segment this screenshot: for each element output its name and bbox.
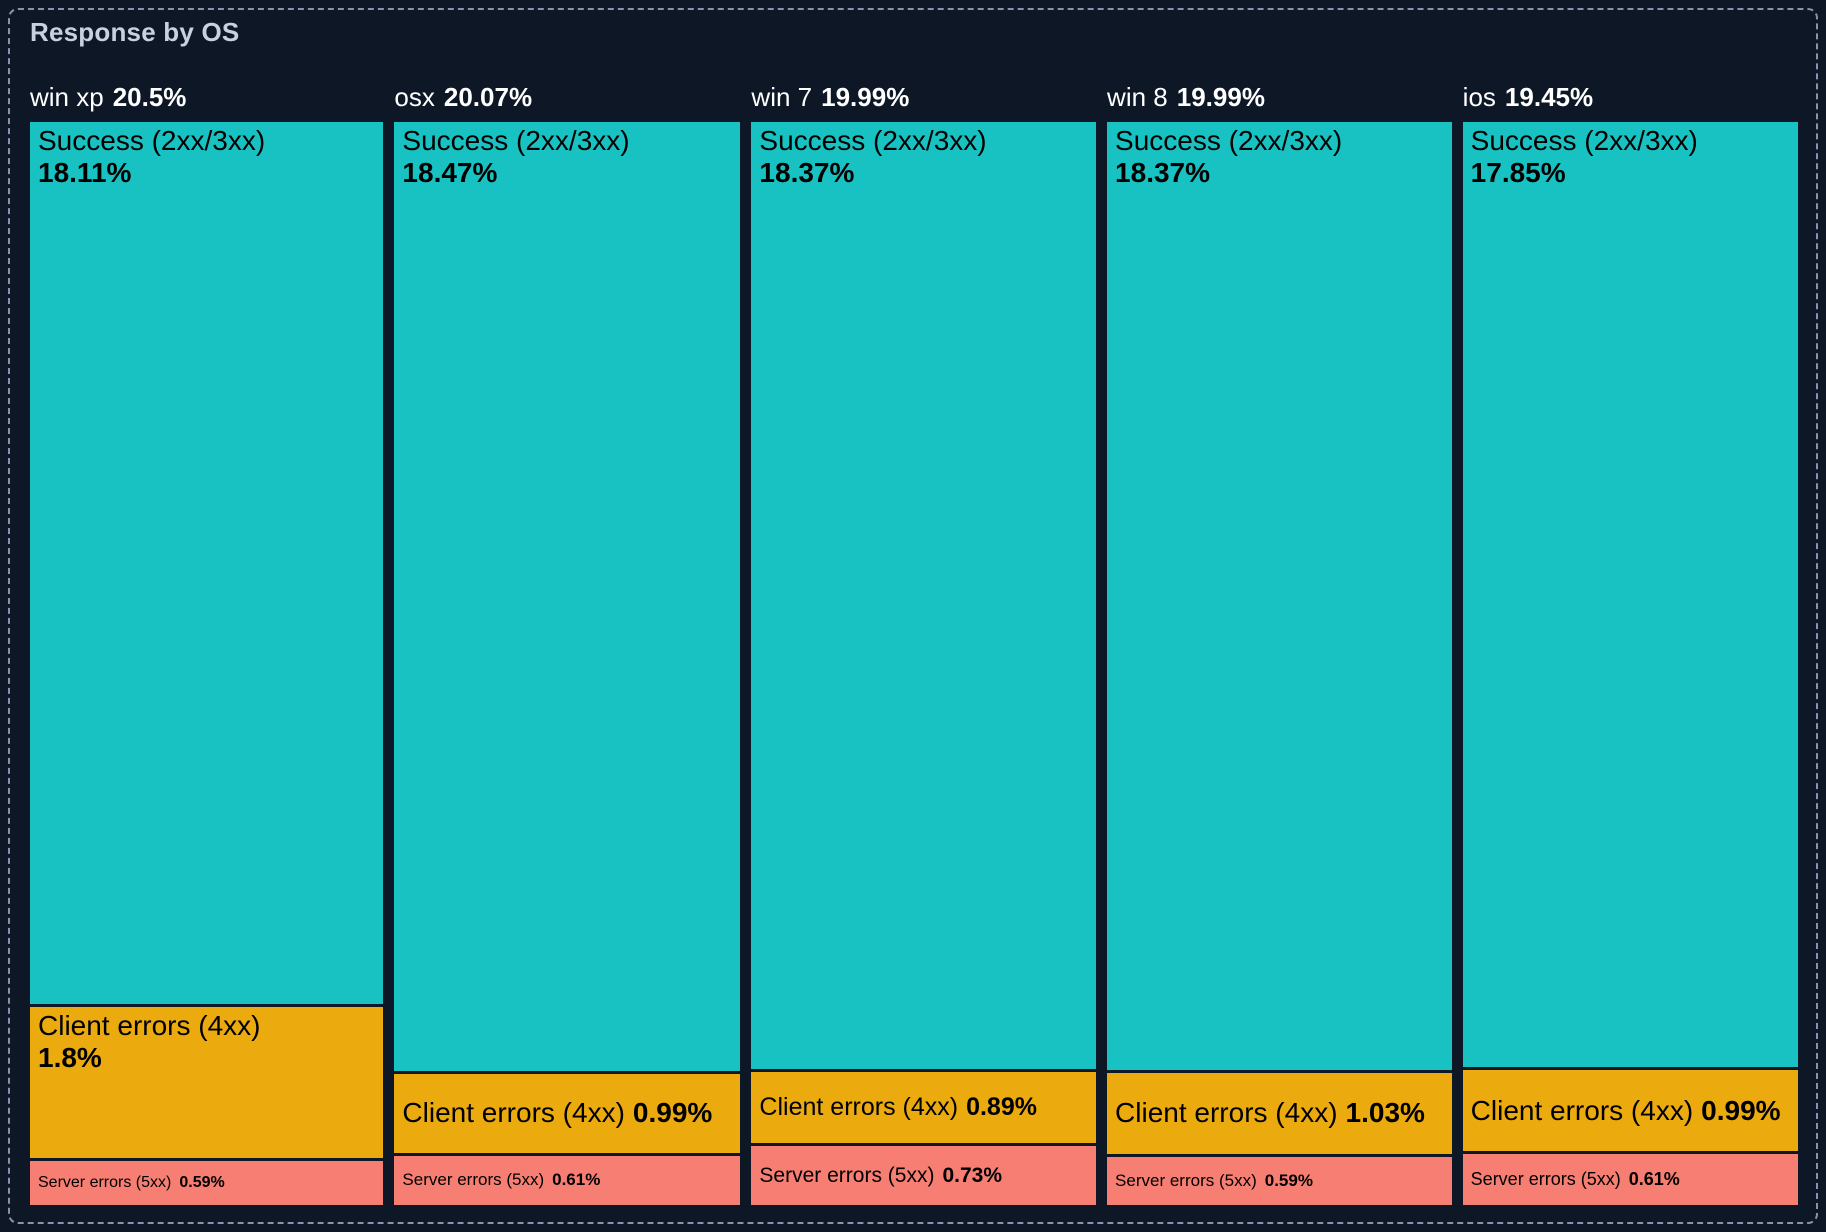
os-name-label: win 7 [751, 82, 813, 112]
segment-value: 18.37% [1115, 156, 1211, 188]
segment-value: 0.73% [942, 1163, 1002, 1187]
segment-success-win-7[interactable]: Success (2xx/3xx) 18.37% [751, 122, 1097, 1069]
panel-title: Response by OS [30, 17, 240, 47]
os-name-label: win 8 [1107, 82, 1168, 112]
segment-label: Client errors (4xx) [1470, 1094, 1694, 1126]
segment-value: 18.11% [38, 156, 132, 188]
treemap-column-win-8: win 8 19.99% Success (2xx/3xx) 18.37% Client… [1107, 64, 1452, 1205]
treemap-chart: win xp 20.5% Success (2xx/3xx) 18.11% Client… [30, 64, 1798, 1206]
segment-client-errors-ios[interactable]: Client errors (4xx) 0.99% [1462, 1070, 1798, 1152]
segment-value: 1.03% [1345, 1097, 1425, 1129]
os-share-value: 20.5% [112, 82, 187, 112]
column-blocks-win-xp: Success (2xx/3xx) 18.11% Client errors (4x… [30, 122, 384, 1206]
segment-client-errors-win-xp[interactable]: Client errors (4xx) 1.8% [30, 1007, 384, 1158]
segment-label: Success (2xx/3xx) [1470, 125, 1698, 156]
segment-value: 18.37% [759, 156, 855, 188]
segment-client-errors-osx[interactable]: Client errors (4xx) 0.99% [394, 1073, 741, 1153]
segment-label: Success (2xx/3xx) [38, 125, 266, 156]
segment-label: Server errors (5xx) [759, 1163, 935, 1187]
column-header-win-7[interactable]: win 7 19.99% [751, 64, 1096, 122]
segment-label: Success (2xx/3xx) [1115, 125, 1343, 156]
column-header-win-8[interactable]: win 8 19.99% [1107, 64, 1452, 122]
segment-success-osx[interactable]: Success (2xx/3xx) 18.47% [394, 122, 741, 1071]
segment-client-errors-win-7[interactable]: Client errors (4xx) 0.89% [751, 1071, 1097, 1144]
segment-server-errors-win-xp[interactable]: Server errors (5xx) 0.59% [30, 1160, 384, 1206]
segment-value: 1.8% [38, 1042, 102, 1074]
segment-value: 0.61% [552, 1170, 601, 1190]
segment-label: Success (2xx/3xx) [402, 125, 630, 156]
segment-server-errors-win-7[interactable]: Server errors (5xx) 0.73% [751, 1146, 1097, 1205]
column-blocks-ios: Success (2xx/3xx) 17.85% Client errors (4x… [1462, 122, 1798, 1205]
os-share-value: 19.45% [1504, 82, 1594, 112]
column-header-osx[interactable]: osx 20.07% [394, 64, 740, 122]
segment-label: Server errors (5xx) [1470, 1169, 1621, 1190]
segment-server-errors-win-8[interactable]: Server errors (5xx) 0.59% [1107, 1156, 1452, 1205]
segment-client-errors-win-8[interactable]: Client errors (4xx) 1.03% [1107, 1072, 1452, 1154]
treemap-column-osx: osx 20.07% Success (2xx/3xx) 18.47% Client e… [394, 64, 741, 1205]
segment-success-ios[interactable]: Success (2xx/3xx) 17.85% [1462, 122, 1798, 1068]
segment-server-errors-ios[interactable]: Server errors (5xx) 0.61% [1462, 1154, 1798, 1205]
treemap-column-win-xp: win xp 20.5% Success (2xx/3xx) 18.11% Client… [30, 64, 384, 1206]
segment-value: 0.59% [179, 1173, 225, 1191]
segment-server-errors-osx[interactable]: Server errors (5xx) 0.61% [394, 1155, 741, 1205]
segment-label: Success (2xx/3xx) [759, 125, 987, 156]
segment-success-win-8[interactable]: Success (2xx/3xx) 18.37% [1107, 122, 1452, 1070]
segment-success-win-xp[interactable]: Success (2xx/3xx) 18.11% [30, 122, 384, 1005]
segment-value: 0.99% [1701, 1094, 1781, 1126]
treemap-column-ios: ios 19.45% Success (2xx/3xx) 17.85% Client e… [1462, 64, 1798, 1205]
response-by-os-panel: Response by OS win xp 20.5% Success (2xx/3… [8, 8, 1818, 1224]
column-header-ios[interactable]: ios 19.45% [1463, 64, 1798, 122]
os-share-value: 20.07% [443, 82, 533, 112]
segment-value: 0.99% [632, 1097, 713, 1129]
segment-label: Server errors (5xx) [1115, 1170, 1257, 1190]
segment-value: 0.59% [1264, 1170, 1313, 1190]
column-blocks-osx: Success (2xx/3xx) 18.47% Client errors (4x… [394, 122, 741, 1205]
os-share-value: 19.99% [821, 82, 910, 112]
segment-label: Client errors (4xx) [759, 1092, 959, 1121]
column-blocks-win-7: Success (2xx/3xx) 18.37% Client errors (4x… [751, 122, 1097, 1205]
segment-value: 17.85% [1470, 156, 1566, 188]
column-header-win-xp[interactable]: win xp 20.5% [30, 64, 383, 122]
segment-value: 18.47% [402, 156, 498, 188]
os-share-value: 19.99% [1176, 82, 1265, 112]
segment-value: 0.89% [966, 1092, 1037, 1121]
segment-label: Client errors (4xx) [1115, 1097, 1338, 1129]
column-blocks-win-8: Success (2xx/3xx) 18.37% Client errors (4x… [1107, 122, 1452, 1205]
segment-label: Client errors (4xx) [38, 1010, 261, 1042]
segment-label: Server errors (5xx) [38, 1173, 172, 1191]
os-name-label: win xp [30, 82, 104, 112]
os-name-label: ios [1462, 82, 1496, 112]
treemap-column-win-7: win 7 19.99% Success (2xx/3xx) 18.37% Client… [751, 64, 1097, 1205]
segment-label: Server errors (5xx) [402, 1170, 545, 1190]
segment-label: Client errors (4xx) [402, 1097, 625, 1129]
os-name-label: osx [394, 82, 435, 112]
segment-value: 0.61% [1628, 1169, 1680, 1190]
